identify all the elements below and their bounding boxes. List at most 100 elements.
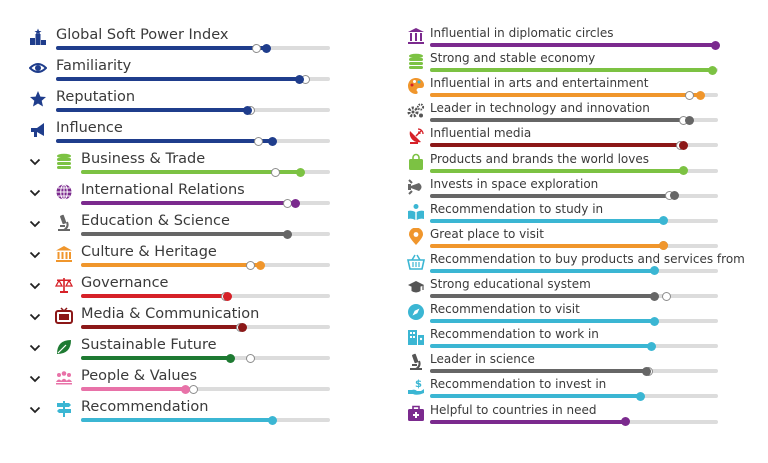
metric-label: Great place to visit <box>430 226 544 241</box>
coins-icon <box>407 52 425 74</box>
previous-score-marker <box>684 90 694 100</box>
metric-label: Sustainable Future <box>81 337 217 353</box>
metric-row-governance[interactable]: Governance <box>0 272 340 303</box>
current-score-marker[interactable] <box>707 65 717 75</box>
metric-label: Business & Trade <box>81 151 206 167</box>
current-score-marker[interactable] <box>255 260 265 270</box>
current-score-marker[interactable] <box>290 198 300 208</box>
globe-icon <box>55 183 73 205</box>
current-score-marker[interactable] <box>678 166 688 175</box>
score-bar-fill <box>430 43 716 47</box>
metric-row-strong-and-stable-economy: Strong and stable economy <box>400 50 768 75</box>
current-score-marker[interactable] <box>268 415 278 425</box>
current-score-marker[interactable] <box>678 140 688 150</box>
current-score-marker[interactable] <box>650 266 660 276</box>
metric-row-strong-educational-system: Strong educational system <box>400 276 768 301</box>
eye-icon <box>28 59 48 81</box>
chevron-down-icon[interactable] <box>29 215 41 228</box>
previous-score-marker <box>254 136 264 146</box>
chevron-down-icon[interactable] <box>29 401 41 414</box>
score-bar-fill <box>430 193 675 198</box>
chevron-down-icon[interactable] <box>29 184 41 197</box>
metric-row-recommendation-to-invest-in: $ Recommendation to invest in <box>400 376 768 401</box>
leaf-icon <box>55 338 73 360</box>
metric-row-reputation: Reputation <box>0 86 340 117</box>
score-bar-track <box>430 90 718 100</box>
current-score-marker[interactable] <box>647 341 657 351</box>
current-score-marker[interactable] <box>710 40 720 50</box>
current-score-marker[interactable] <box>641 366 651 376</box>
current-score-marker[interactable] <box>181 384 191 394</box>
metric-row-sustainable-future[interactable]: Sustainable Future <box>0 334 340 365</box>
metric-row-education-and-science[interactable]: Education & Science <box>0 210 340 241</box>
current-score-marker[interactable] <box>295 74 305 84</box>
metric-row-products-and-brands-the-world-loves: Products and brands the world loves <box>400 151 768 176</box>
book-reader-icon <box>407 203 425 225</box>
chevron-down-icon[interactable] <box>29 308 41 321</box>
score-bar-track <box>430 316 718 326</box>
metric-row-culture-and-heritage[interactable]: Culture & Heritage <box>0 241 340 272</box>
metric-label: Influence <box>56 120 123 136</box>
metric-label: Influential media <box>430 126 532 141</box>
score-bar-track <box>430 266 718 276</box>
current-score-marker[interactable] <box>684 115 694 125</box>
current-score-marker[interactable] <box>635 391 645 401</box>
score-bar-track <box>430 115 718 125</box>
chevron-down-icon[interactable] <box>29 339 41 352</box>
score-bar-track <box>81 353 330 363</box>
coins-icon <box>55 152 73 174</box>
metric-label: Recommendation <box>81 399 209 415</box>
score-bar-fill <box>56 77 300 81</box>
current-score-marker[interactable] <box>658 216 668 226</box>
current-score-marker[interactable] <box>295 167 305 177</box>
compass-icon <box>407 303 425 325</box>
current-score-marker[interactable] <box>650 291 660 301</box>
current-score-marker[interactable] <box>223 291 233 301</box>
metric-row-global-soft-power-index: Global Soft Power Index <box>0 24 340 55</box>
megaphone-icon <box>29 121 47 143</box>
current-score-marker[interactable] <box>658 241 668 251</box>
metric-label: Strong and stable economy <box>430 51 596 66</box>
chevron-down-icon[interactable] <box>29 277 41 290</box>
chevron-down-icon[interactable] <box>29 370 41 383</box>
score-bar-fill <box>430 419 626 424</box>
score-bar-fill <box>81 294 228 298</box>
current-score-marker[interactable] <box>670 191 680 201</box>
metric-row-business-and-trade[interactable]: Business & Trade <box>0 148 340 179</box>
metric-row-media-and-communication[interactable]: Media & Communication <box>0 303 340 334</box>
metric-row-people-and-values[interactable]: People & Values <box>0 365 340 396</box>
current-score-marker[interactable] <box>262 43 272 53</box>
metric-row-recommendation-to-work-in: Recommendation to work in <box>400 326 768 351</box>
metric-row-familiarity: Familiarity <box>0 55 340 86</box>
current-score-marker[interactable] <box>238 322 248 332</box>
current-score-marker[interactable] <box>283 229 293 239</box>
current-score-marker[interactable] <box>621 417 631 426</box>
podium-icon <box>29 28 47 50</box>
current-score-marker[interactable] <box>225 353 235 363</box>
score-bar-track <box>56 105 330 115</box>
metric-row-recommendation[interactable]: Recommendation <box>0 396 340 427</box>
building-icon <box>407 27 425 49</box>
microscope-icon <box>55 214 73 236</box>
previous-score-marker <box>661 291 671 301</box>
people-icon <box>55 369 73 391</box>
current-score-marker[interactable] <box>243 105 253 115</box>
previous-score-marker <box>251 43 261 53</box>
metric-row-great-place-to-visit: Great place to visit <box>400 226 768 251</box>
metric-label: Recommendation to work in <box>430 327 599 342</box>
score-bar-track <box>81 167 330 177</box>
metric-label: Helpful to countries in need <box>430 402 597 417</box>
score-bar-fill <box>430 93 701 98</box>
chevron-down-icon[interactable] <box>29 246 41 259</box>
graduation-cap-icon <box>407 278 425 300</box>
museum-icon <box>55 245 73 267</box>
current-score-marker[interactable] <box>267 136 277 146</box>
metric-row-international-relations[interactable]: International Relations <box>0 179 340 210</box>
current-score-marker[interactable] <box>696 90 706 100</box>
current-score-marker[interactable] <box>650 316 660 326</box>
metric-row-recommendation-to-visit: Recommendation to visit <box>400 301 768 326</box>
score-bar-track <box>81 415 330 425</box>
chevron-down-icon[interactable] <box>29 153 41 166</box>
metric-label: Influential in arts and entertainment <box>430 76 649 91</box>
score-bar-track <box>430 241 718 251</box>
